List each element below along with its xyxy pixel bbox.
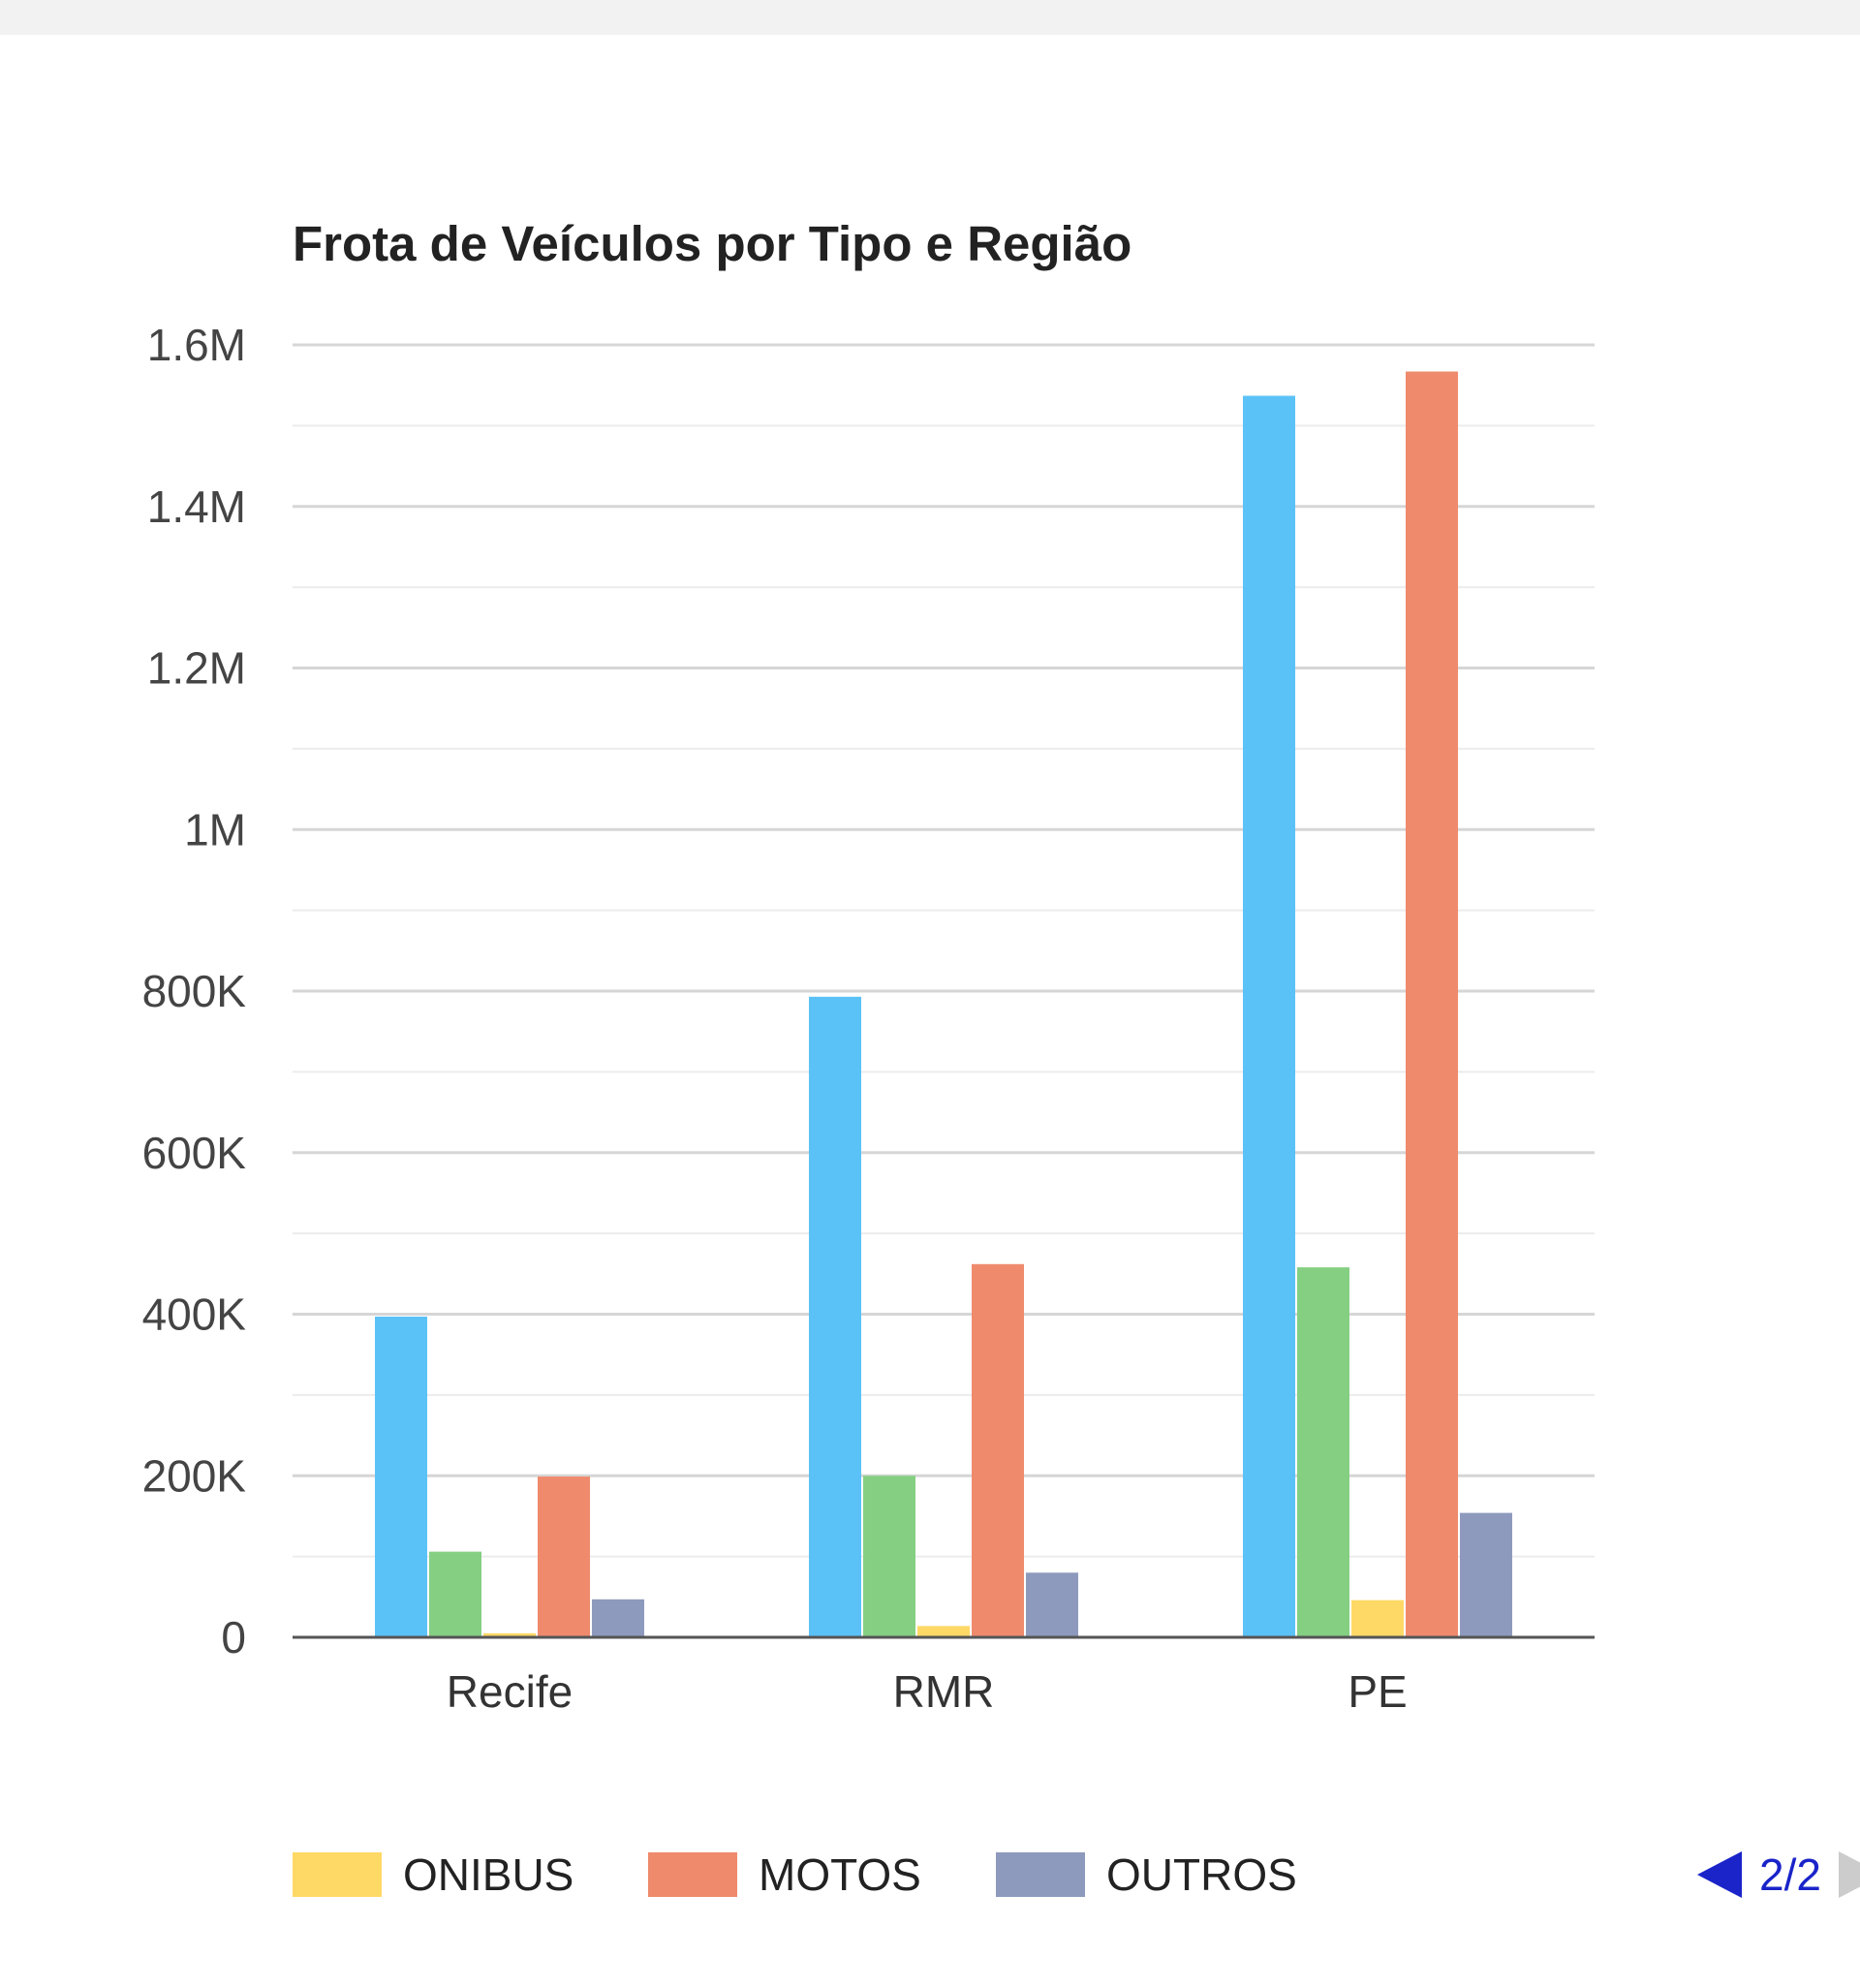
bar-pe-series-4[interactable]: [1406, 371, 1458, 1637]
legend-item-outros[interactable]: OUTROS: [996, 1846, 1297, 1904]
legend-swatch-motos: [648, 1852, 737, 1897]
y-tick-label: 1M: [184, 804, 246, 854]
bar-recife-series-1[interactable]: [375, 1317, 427, 1637]
y-tick-label: 600K: [142, 1128, 247, 1178]
legend-label-outros: OUTROS: [1106, 1849, 1297, 1900]
bar-chart: 0 200K 400K 600K 800K 1M 1.2M 1.4M 1.6M Recife RM…: [142, 320, 1595, 1717]
y-tick-label: 200K: [142, 1450, 247, 1501]
legend-page-indicator: 2/2: [1759, 1849, 1821, 1900]
y-axis-tick-labels: 0 200K 400K 600K 800K 1M 1.2M 1.4M 1.6M: [142, 320, 247, 1662]
bar-recife-series-2[interactable]: [429, 1551, 481, 1637]
previous-page-icon[interactable]: [1697, 1851, 1742, 1898]
y-tick-label: 0: [221, 1612, 246, 1662]
bar-recife-series-5[interactable]: [592, 1599, 644, 1637]
bar-pe-series-2[interactable]: [1297, 1267, 1349, 1637]
x-tick-label: Recife: [447, 1666, 573, 1717]
y-tick-label: 800K: [142, 966, 247, 1016]
grid-lines: [293, 343, 1595, 1558]
bar-rmr-series-5[interactable]: [1026, 1572, 1078, 1637]
bar-pe-series-5[interactable]: [1460, 1512, 1512, 1637]
y-tick-label: 1.4M: [147, 481, 246, 532]
legend-swatch-onibus: [293, 1852, 382, 1897]
bar-rmr-series-3[interactable]: [917, 1626, 970, 1637]
top-strip: [0, 0, 1860, 35]
legend-pager: 2/2: [1697, 1846, 1860, 1904]
y-tick-label: 1.6M: [147, 320, 246, 370]
legend-label-onibus: ONIBUS: [403, 1849, 574, 1900]
legend-item-motos[interactable]: MOTOS: [648, 1846, 921, 1904]
bar-pe-series-1[interactable]: [1243, 395, 1295, 1637]
bar-rmr-series-4[interactable]: [972, 1263, 1024, 1637]
chart-title: Frota de Veículos por Tipo e Região: [293, 216, 1132, 271]
next-page-icon[interactable]: [1838, 1851, 1860, 1898]
x-tick-label: RMR: [893, 1666, 995, 1717]
bars: [375, 371, 1512, 1637]
bar-rmr-series-1[interactable]: [809, 996, 861, 1637]
bar-rmr-series-2[interactable]: [863, 1475, 915, 1637]
y-tick-label: 400K: [142, 1289, 247, 1340]
bar-recife-series-3[interactable]: [483, 1632, 536, 1637]
y-tick-label: 1.2M: [147, 643, 246, 694]
x-tick-label: PE: [1348, 1666, 1407, 1717]
legend: ONIBUS MOTOS OUTROS 2/2: [293, 1846, 1860, 1904]
bar-recife-series-4[interactable]: [538, 1476, 590, 1637]
legend-label-motos: MOTOS: [759, 1849, 921, 1900]
legend-item-onibus[interactable]: ONIBUS: [293, 1846, 574, 1904]
legend-swatch-outros: [996, 1852, 1085, 1897]
x-axis-tick-labels: Recife RMR PE: [447, 1666, 1408, 1717]
bar-pe-series-3[interactable]: [1351, 1600, 1404, 1637]
